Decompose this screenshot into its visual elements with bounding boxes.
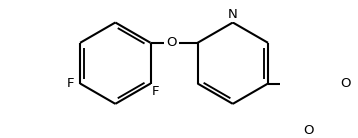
Text: F: F bbox=[67, 77, 74, 90]
Text: O: O bbox=[304, 124, 314, 137]
Text: O: O bbox=[340, 77, 350, 90]
Text: N: N bbox=[228, 8, 238, 21]
Text: O: O bbox=[166, 36, 176, 49]
Text: F: F bbox=[152, 85, 160, 98]
